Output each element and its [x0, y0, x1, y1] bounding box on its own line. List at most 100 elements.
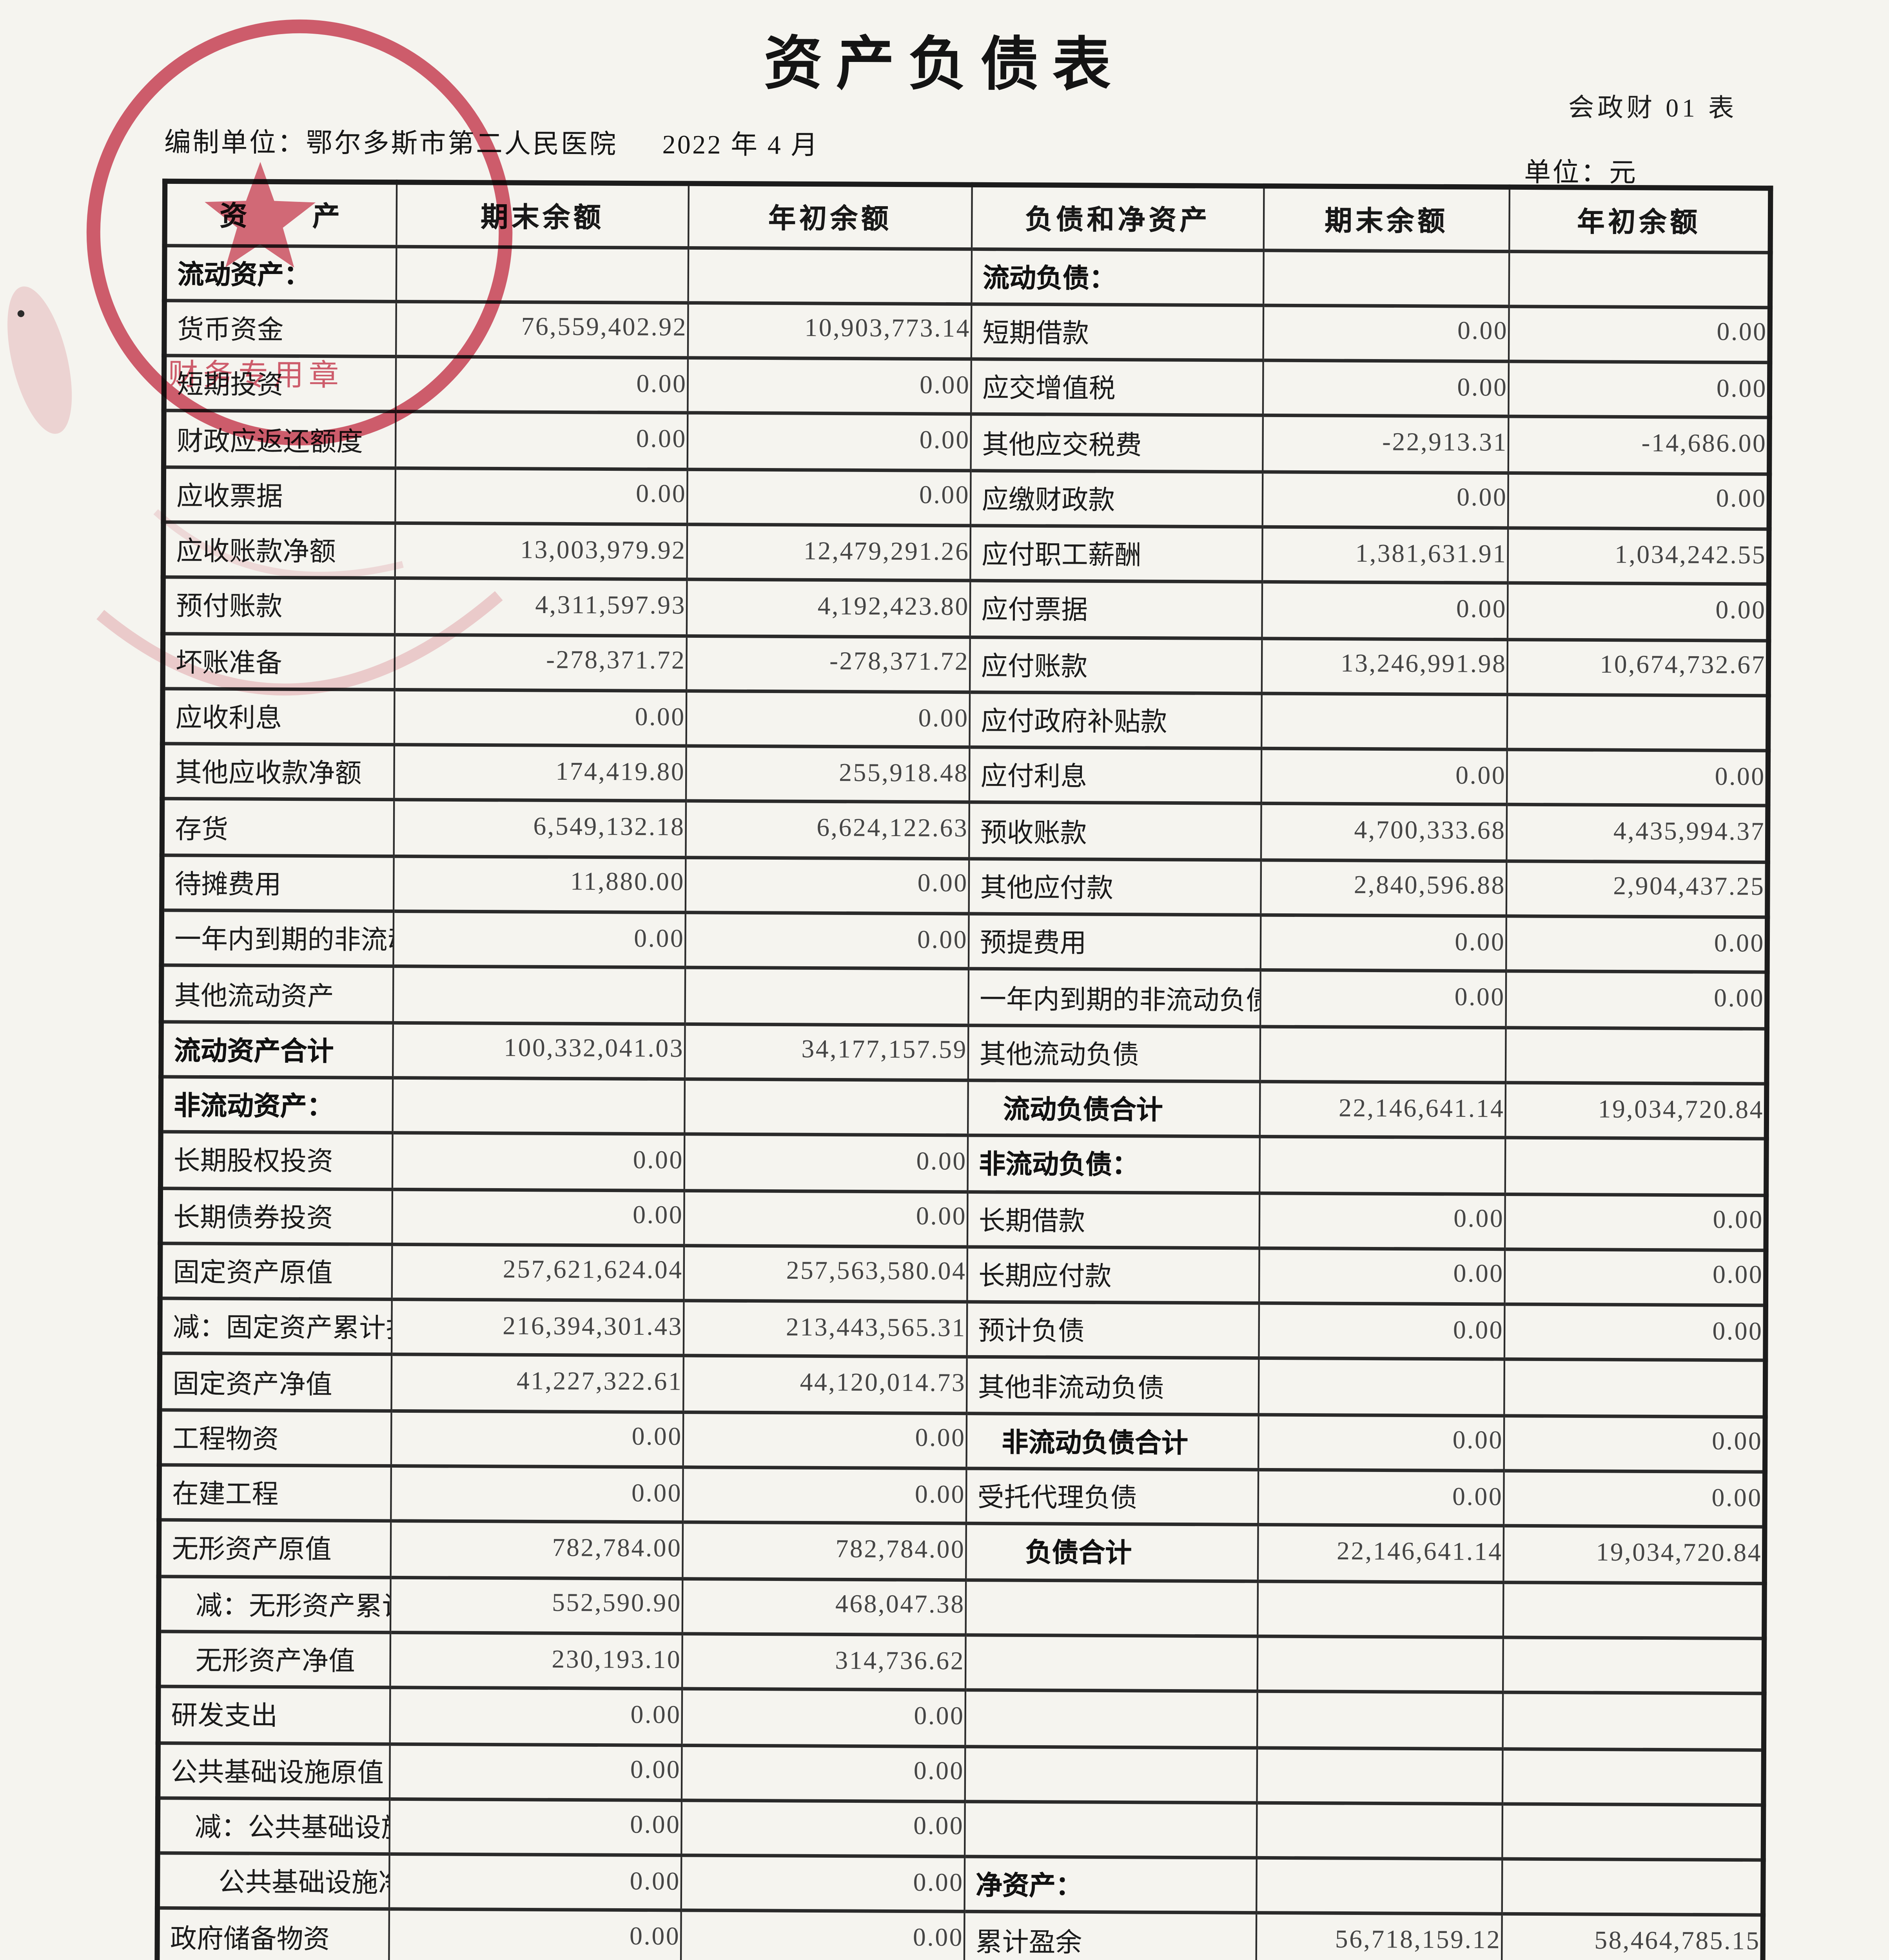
table-row: 待摊费用 11,880.00 0.00 其他应付款 2,840,596.88 2,904,…: [161, 855, 1768, 918]
table-row: 存货 6,549,132.18 6,624,122.63 预收账款 4,700,333.…: [162, 799, 1768, 862]
asset-beginning-balance-cell: 4,192,423.80: [686, 580, 971, 637]
liability-ending-balance-cell: [1257, 1691, 1503, 1748]
liability-beginning-balance-cell: -14,686.00: [1508, 417, 1770, 474]
liability-ending-balance-cell: 0.00: [1259, 1192, 1505, 1249]
header-beginning-balance: 年初余额: [1509, 187, 1771, 252]
asset-ending-balance-cell: 257,621,624.04: [392, 1244, 684, 1301]
liability-label-cell: 非流动负债：: [967, 1136, 1260, 1192]
liability-label-cell: 净资产：: [964, 1857, 1257, 1914]
asset-ending-balance-cell: [393, 967, 686, 1024]
asset-label-cell: 工程物资: [159, 1409, 392, 1466]
liability-beginning-balance-cell: [1509, 250, 1771, 307]
table-header-row: 资 产 期末余额 年初余额 负债和净资产 期末余额 年初余额: [165, 181, 1771, 252]
asset-ending-balance-cell: 0.00: [392, 1189, 684, 1245]
table-row: 货币资金 76,559,402.92 10,903,773.14 短期借款 0.00 0.…: [164, 300, 1770, 363]
liability-label-cell: 长期借款: [967, 1191, 1260, 1248]
asset-ending-balance-cell: 0.00: [390, 1688, 682, 1745]
report-period: 2022 年 4 月: [662, 131, 820, 161]
liability-beginning-balance-cell: 0.00: [1504, 1471, 1765, 1528]
asset-label-cell: 长期股权投资: [160, 1132, 393, 1189]
liability-ending-balance-cell: 0.00: [1263, 360, 1509, 417]
liability-label-cell: 应交增值税: [971, 359, 1263, 416]
asset-ending-balance-cell: 41,227,322.61: [391, 1355, 684, 1412]
asset-ending-balance-cell: 0.00: [389, 1854, 682, 1911]
liability-label-cell: [965, 1746, 1258, 1803]
asset-label-cell: 固定资产原值: [160, 1243, 392, 1300]
liability-beginning-balance-cell: [1503, 1637, 1764, 1694]
table-row: 公共基础设施原值 0.00 0.00: [158, 1742, 1764, 1805]
asset-label-cell: 存货: [162, 799, 394, 856]
liability-label-cell: 其他非流动负债: [967, 1357, 1259, 1414]
liability-ending-balance-cell: 0.00: [1262, 471, 1508, 528]
asset-beginning-balance-cell: 0.00: [684, 1190, 968, 1247]
liability-label-cell: 累计盈余: [964, 1912, 1257, 1960]
asset-beginning-balance-cell: 0.00: [681, 1800, 965, 1857]
asset-ending-balance-cell: [396, 245, 689, 303]
liability-ending-balance-cell: 22,146,641.14: [1258, 1525, 1504, 1582]
liability-label-cell: 其他流动负债: [968, 1025, 1261, 1082]
table-row: 应收利息 0.00 0.00 应付政府补贴款: [162, 688, 1769, 751]
liability-ending-balance-cell: 4,700,333.68: [1261, 804, 1507, 861]
table-row: 减：固定资产累计折旧 216,394,301.43 213,443,565.31 预计…: [160, 1298, 1766, 1361]
table-row: 其他流动资产 一年内到期的非流动负债 0.00 0.00: [161, 965, 1767, 1029]
asset-label-cell: 减：固定资产累计折旧: [160, 1298, 392, 1355]
liability-ending-balance-cell: 2,840,596.88: [1261, 859, 1507, 916]
asset-label-cell: 流动资产：: [164, 245, 397, 301]
table-row: 非流动资产： 流动负债合计 22,146,641.14 19,034,720.84: [161, 1076, 1767, 1140]
asset-beginning-balance-cell: 255,918.48: [686, 746, 970, 803]
asset-label-cell: 货币资金: [164, 300, 396, 357]
liability-label-cell: 应付职工薪酬: [970, 525, 1263, 583]
asset-ending-balance-cell: 174,419.80: [394, 745, 686, 802]
liability-beginning-balance-cell: [1502, 1748, 1764, 1805]
liability-ending-balance-cell: 0.00: [1260, 915, 1506, 972]
liability-ending-balance-cell: [1263, 249, 1510, 306]
liability-beginning-balance-cell: [1507, 694, 1769, 751]
asset-label-cell: 政府储备物资: [157, 1909, 389, 1960]
asset-ending-balance-cell: 11,880.00: [394, 856, 686, 913]
table-row: 应收账款净额 13,003,979.92 12,479,291.26 应付职工薪酬 1,…: [163, 522, 1769, 585]
liability-label-cell: 受托代理负债: [966, 1468, 1259, 1525]
balance-sheet-table: 资 产 期末余额 年初余额 负债和净资产 期末余额 年初余额 流动资产： 流动负债…: [152, 178, 1773, 1960]
header-liability-net-assets: 负债和净资产: [972, 185, 1264, 250]
liability-beginning-balance-cell: [1505, 1138, 1767, 1195]
liability-beginning-balance-cell: [1503, 1582, 1765, 1639]
asset-beginning-balance-cell: 0.00: [682, 1689, 965, 1746]
asset-beginning-balance-cell: 0.00: [682, 1467, 967, 1524]
asset-label-cell: 非流动资产：: [161, 1076, 393, 1133]
liability-beginning-balance-cell: [1502, 1803, 1764, 1860]
asset-ending-balance-cell: 13,003,979.92: [395, 523, 688, 580]
asset-label-cell: 其他应收款净额: [162, 744, 394, 800]
asset-ending-balance-cell: 76,559,402.92: [396, 301, 688, 358]
asset-label-cell: 预付账款: [163, 577, 395, 634]
asset-beginning-balance-cell: 0.00: [687, 413, 971, 470]
asset-ending-balance-cell: 100,332,041.03: [393, 1022, 685, 1079]
asset-beginning-balance-cell: 44,120,014.73: [683, 1356, 967, 1413]
liability-beginning-balance-cell: 19,034,720.84: [1505, 1082, 1767, 1140]
liability-beginning-balance-cell: 4,435,994.37: [1506, 805, 1768, 862]
asset-beginning-balance-cell: 0.00: [685, 913, 969, 969]
liability-label-cell: 非流动负债合计: [966, 1413, 1259, 1470]
asset-beginning-balance-cell: 10,903,773.14: [688, 302, 972, 359]
asset-beginning-balance-cell: [685, 968, 969, 1025]
liability-label-cell: 流动负债：: [971, 248, 1264, 305]
table-row: 减：无形资产累计摊销 552,590.90 468,047.38: [158, 1576, 1765, 1639]
asset-ending-balance-cell: 0.00: [391, 1410, 684, 1467]
asset-ending-balance-cell: 0.00: [390, 1743, 682, 1800]
prepared-by-line: 编制单位：鄂尔多斯市第二人民医院 2022 年 4 月: [164, 122, 819, 163]
asset-ending-balance-cell: 6,549,132.18: [394, 800, 686, 857]
asset-beginning-balance-cell: 6,624,122.63: [686, 802, 969, 858]
liability-ending-balance-cell: 13,246,991.98: [1261, 638, 1508, 695]
asset-label-cell: 固定资产净值: [160, 1354, 392, 1411]
asset-beginning-balance-cell: 0.00: [687, 469, 971, 526]
table-row: 短期投资 0.00 0.00 应交增值税 0.00 0.00: [164, 356, 1770, 418]
asset-ending-balance-cell: 4,311,597.93: [395, 578, 687, 635]
liability-beginning-balance-cell: 0.00: [1504, 1304, 1766, 1361]
liability-ending-balance-cell: 56,718,159.12: [1256, 1913, 1502, 1960]
asset-beginning-balance-cell: 0.00: [688, 358, 971, 415]
liability-beginning-balance-cell: 0.00: [1507, 583, 1769, 640]
asset-ending-balance-cell: 0.00: [389, 1909, 681, 1960]
liability-ending-balance-cell: 0.00: [1262, 582, 1508, 639]
asset-ending-balance-cell: 0.00: [395, 412, 688, 469]
asset-beginning-balance-cell: 0.00: [681, 1855, 965, 1912]
liability-label-cell: 应付账款: [970, 636, 1262, 693]
